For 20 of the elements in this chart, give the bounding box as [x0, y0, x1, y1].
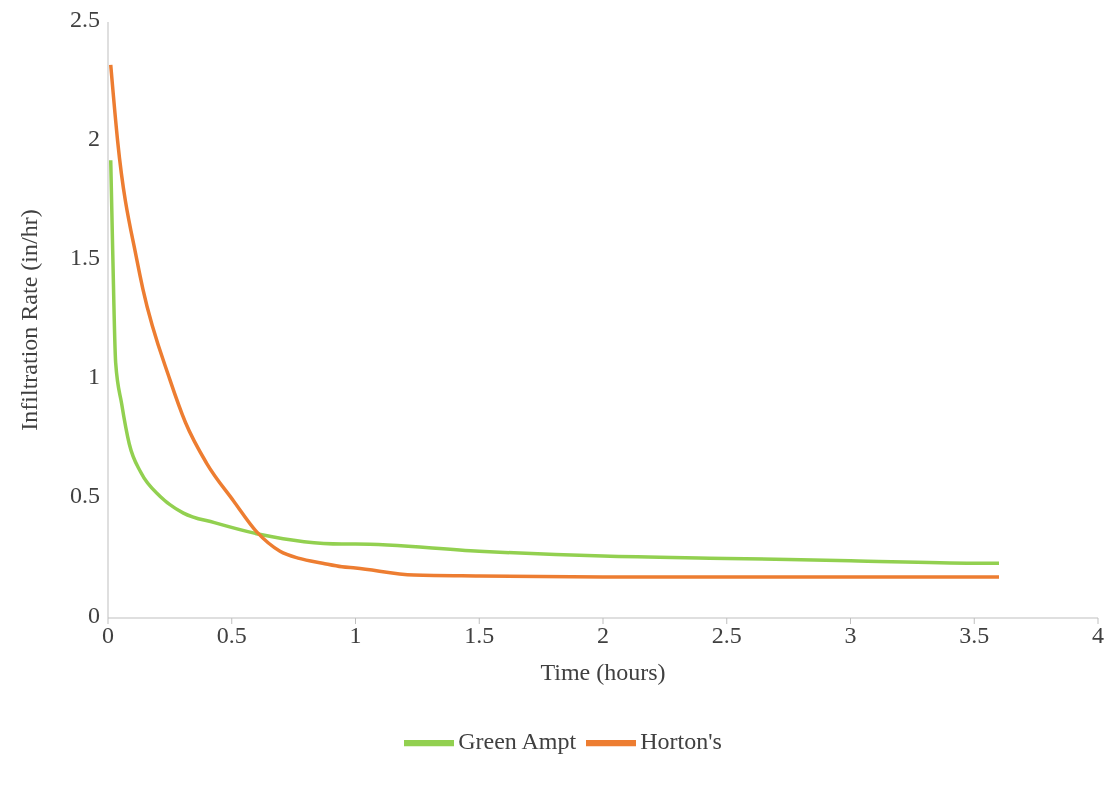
x-tick-label: 1 [349, 622, 362, 649]
x-tick-label: 2 [597, 622, 609, 649]
x-tick-label: 0.5 [216, 622, 247, 649]
x-tick-label: 2.5 [711, 622, 742, 649]
y-tick-label: 0 [88, 601, 100, 628]
y-tick-label: 2.5 [70, 5, 100, 32]
line-series [108, 63, 1001, 579]
y-tick-label: 1.5 [70, 243, 100, 270]
line-series [108, 158, 1001, 565]
y-tick-label: 0.5 [70, 482, 100, 509]
x-tick-label: 3.5 [959, 622, 990, 649]
y-tick-label: 1 [88, 363, 100, 390]
y-tick-label: 2 [88, 124, 100, 151]
x-tick-label: 1.5 [464, 622, 495, 649]
y-axis-title: Infiltration Rate (in/hr) [15, 209, 42, 431]
x-axis-title: Time (hours) [540, 659, 666, 685]
x-tick-label: 4 [1092, 622, 1104, 649]
legend-label: Horton's [640, 727, 722, 754]
legend-label: Green Ampt [458, 727, 577, 754]
x-tick-label: 3 [844, 622, 857, 649]
